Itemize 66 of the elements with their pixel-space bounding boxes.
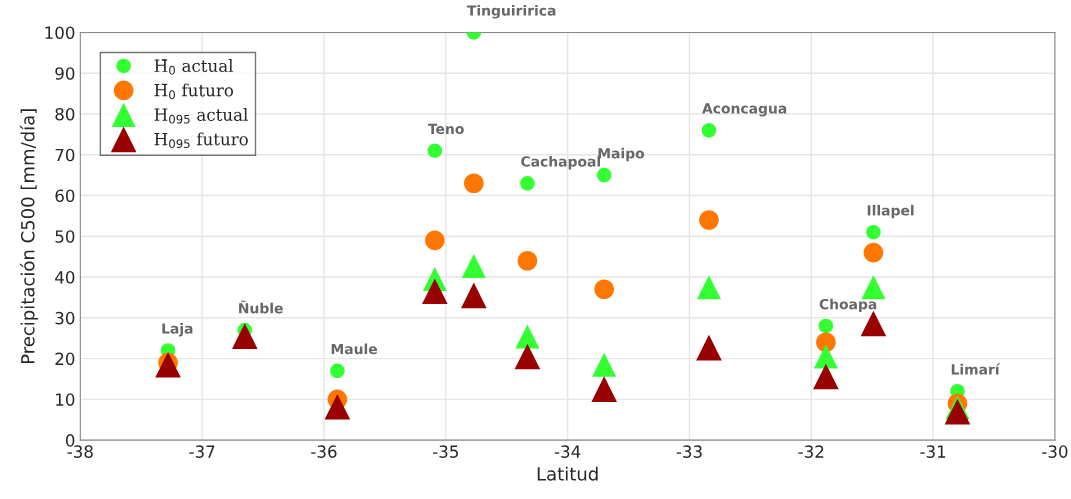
point (425, 230, 445, 251)
y-tick-label: 50 (55, 230, 75, 243)
annotation: Maule (331, 343, 378, 355)
x-tick-label: -32 (798, 445, 824, 458)
x-tick-label: -33 (676, 445, 702, 458)
point (231, 323, 258, 349)
y-tick-label: 40 (55, 271, 75, 284)
point (514, 343, 541, 370)
annotation: Aconcagua (702, 103, 787, 117)
x-tick-label: -38 (67, 445, 93, 458)
annotation: Tinguiririca (466, 5, 556, 19)
y-tick-label: 0 (65, 434, 75, 447)
point (591, 376, 617, 402)
y-tick-label: 100 (45, 26, 75, 39)
point (813, 363, 839, 390)
point (818, 318, 834, 334)
legend-label: H̄$_{0}$ actual (154, 59, 233, 75)
annotation: Limarí (951, 363, 1001, 375)
point (427, 143, 443, 158)
point (324, 393, 351, 420)
annotation: Cachapoal (521, 155, 600, 170)
point (594, 279, 614, 300)
point (461, 282, 487, 309)
annotation: Ñuble (239, 300, 283, 314)
point (461, 254, 486, 279)
point (330, 363, 345, 379)
point (860, 310, 887, 337)
y-axis-title: Precipitación C500 [mm/día] (19, 109, 39, 364)
x-tick-label: -31 (920, 445, 946, 458)
point (866, 224, 881, 240)
x-tick-label: -30 (1042, 445, 1068, 458)
point (422, 278, 448, 305)
point (696, 334, 722, 361)
x-tick-label: -34 (554, 445, 581, 458)
y-tick-label: 20 (55, 352, 75, 366)
x-tick-label: -35 (433, 445, 458, 458)
annotation: Laja (162, 322, 193, 337)
annotation: Illapel (867, 204, 914, 219)
point (861, 275, 886, 300)
point (696, 275, 721, 300)
y-tick-label: 70 (55, 148, 75, 162)
point (863, 242, 884, 263)
legend-label: H$_{095}$ futuro (154, 132, 248, 149)
x-tick-label: -37 (189, 445, 215, 458)
y-tick-label: 30 (55, 311, 75, 325)
point (517, 250, 538, 271)
annotation: Choapa (819, 298, 877, 313)
legend-label: H$_{095}$ actual (154, 108, 248, 124)
point (813, 344, 838, 369)
legend-label: H̄$_{0}$ futuro (154, 83, 234, 100)
point (520, 175, 535, 191)
y-tick-label: 10 (56, 393, 75, 406)
y-tick-label: 90 (55, 67, 75, 80)
annotation: Maipo (598, 147, 645, 162)
y-tick-label: 80 (55, 107, 75, 121)
point (155, 351, 181, 378)
x-tick-label: -36 (311, 445, 337, 458)
x-axis-title: Latitud (537, 466, 598, 481)
point (464, 173, 484, 194)
annotation: Teno (427, 123, 464, 135)
y-tick-label: 60 (55, 189, 75, 203)
point (701, 123, 717, 138)
point (944, 398, 971, 425)
point (592, 352, 617, 377)
point (699, 210, 719, 230)
point (515, 324, 540, 349)
